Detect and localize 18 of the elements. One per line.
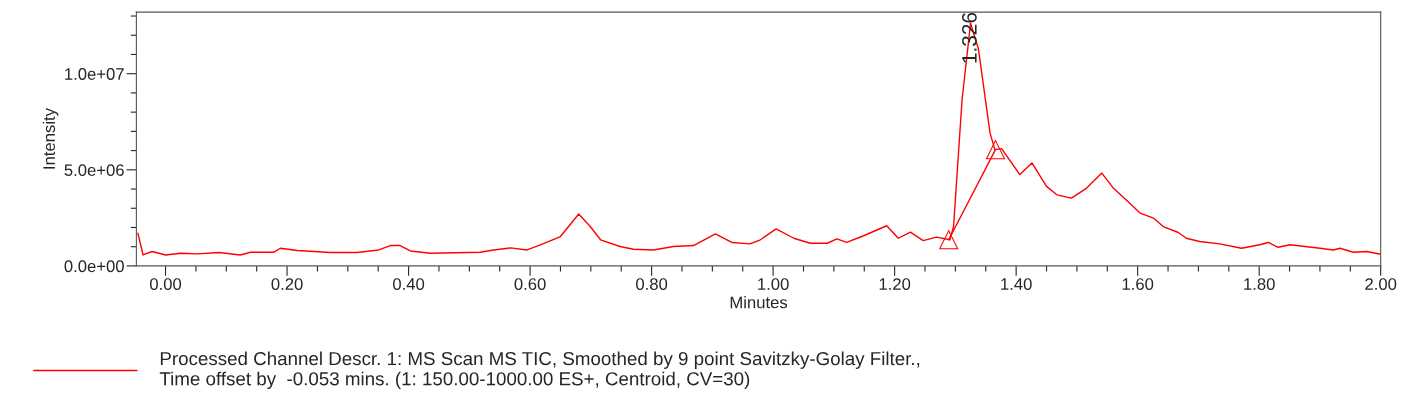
x-tick-label: 1.20 — [879, 278, 911, 290]
x-tick-label: 0.20 — [271, 278, 303, 290]
text: Processed Channel Descr. 1: MS Scan MS TIC, Smoothed by 9 point Savitzky-Golay Filter., Time offset by -0.053 mins. (1: 150.00-1000.00 ES+, Centroid, CV=30) — [159, 351, 920, 390]
x-tick-label: 1.00 — [758, 278, 789, 290]
x-tick-label: 0.40 — [393, 278, 425, 290]
x-tick-label: 1.40 — [1001, 278, 1032, 290]
y-tick-label: 1.0e+07 — [65, 68, 124, 80]
x-tick-label: 2.00 — [1365, 278, 1397, 290]
x-tick-label: 1.80 — [1244, 278, 1275, 290]
y-tick-label: 0.0e+00 — [64, 260, 124, 273]
x-tick-label: 0.80 — [636, 278, 668, 290]
annotation: 1.326 — [962, 12, 977, 63]
x-tick-label: 1.60 — [1122, 278, 1154, 290]
y-axis-title: Intensity — [42, 108, 59, 169]
x-tick-label: 0.60 — [514, 278, 546, 290]
x-tick-label: 0.00 — [149, 278, 182, 290]
x-axis-title: Minutes — [730, 296, 788, 309]
y-tick-label: 5.0e+06 — [64, 164, 124, 177]
